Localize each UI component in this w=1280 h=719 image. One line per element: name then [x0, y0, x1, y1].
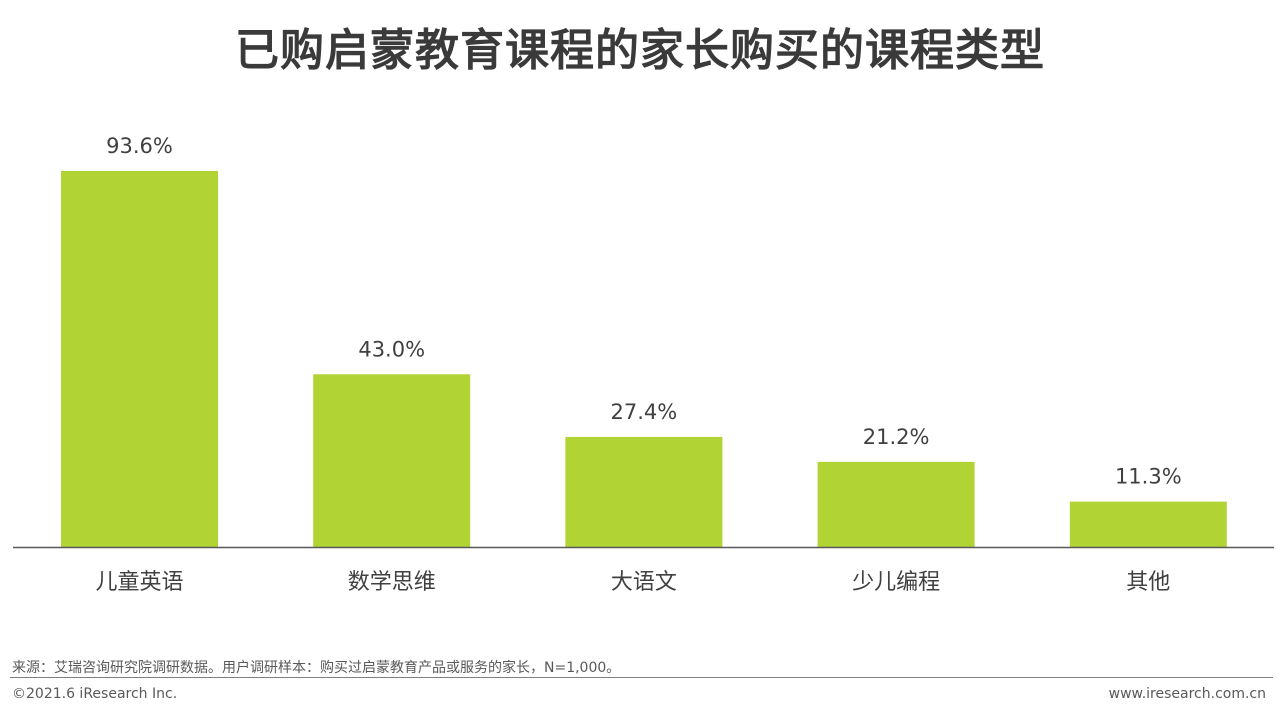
category-label-0: 儿童英语 — [95, 570, 183, 595]
category-label-3: 少儿编程 — [852, 570, 940, 595]
data-label-2: 27.4% — [611, 400, 678, 424]
website-link[interactable]: www.iresearch.com.cn — [1108, 686, 1266, 702]
category-label-2: 大语文 — [611, 570, 677, 595]
bar-chart: 93.6% 儿童英语 43.0% 数学思维 27.4% 大语文 21.2% 少儿编程 11.3%… — [13, 134, 1274, 595]
data-label-3: 21.2% — [863, 425, 930, 449]
bar-4 — [1069, 501, 1227, 547]
bar-1 — [313, 374, 471, 547]
data-label-1: 43.0% — [358, 337, 425, 361]
bar-2 — [565, 436, 723, 547]
chart-title: 已购启蒙教育课程的家长购买的课程类型 — [235, 25, 1045, 76]
data-label-4: 11.3% — [1115, 465, 1182, 489]
category-label-4: 其他 — [1126, 570, 1170, 595]
bar-0 — [61, 171, 218, 547]
bar-3 — [817, 461, 975, 547]
category-label-1: 数学思维 — [348, 570, 436, 595]
footer-divider — [10, 677, 1273, 678]
copyright-text: ©2021.6 iResearch Inc. — [12, 686, 178, 702]
data-label-0: 93.6% — [106, 134, 173, 158]
source-note: 来源：艾瑞咨询研究院调研数据。用户调研样本：购买过启蒙教育产品或服务的家长，N=… — [12, 660, 621, 676]
